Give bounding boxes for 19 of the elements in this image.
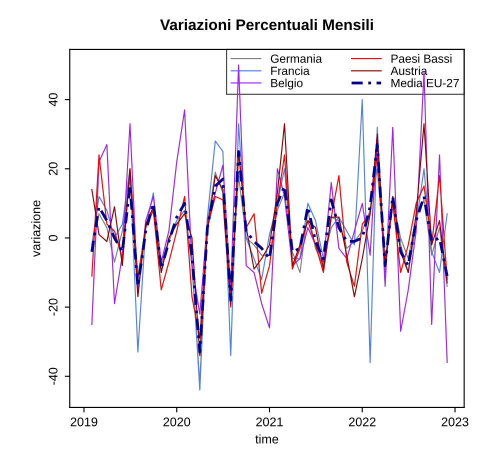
x-tick-label: 2023 [442, 417, 468, 426]
y-tick-label: -40 [48, 368, 58, 385]
x-axis-title: time [255, 434, 278, 444]
x-tick-label: 2020 [163, 417, 190, 426]
legend-label: Belgio [271, 78, 303, 90]
x-tick-label: 2019 [70, 417, 98, 426]
y-tick-label: 20 [48, 162, 58, 176]
chart-title: Variazioni Percentuali Mensili [160, 18, 373, 30]
y-axis-title: variazione [31, 200, 40, 257]
legend-label: Francia [271, 66, 310, 76]
x-tick-label: 2022 [348, 417, 376, 426]
legend-label: Media EU-27 [392, 78, 459, 88]
y-tick-label: 0 [48, 234, 58, 241]
y-tick-label: -20 [48, 298, 58, 316]
y-tick-label: 40 [48, 93, 58, 106]
x-tick-label: 2021 [256, 417, 283, 426]
legend-label: Austria [390, 66, 428, 76]
legend-label: Germania [270, 54, 322, 63]
legend-label: Paesi Bassi [392, 54, 452, 63]
